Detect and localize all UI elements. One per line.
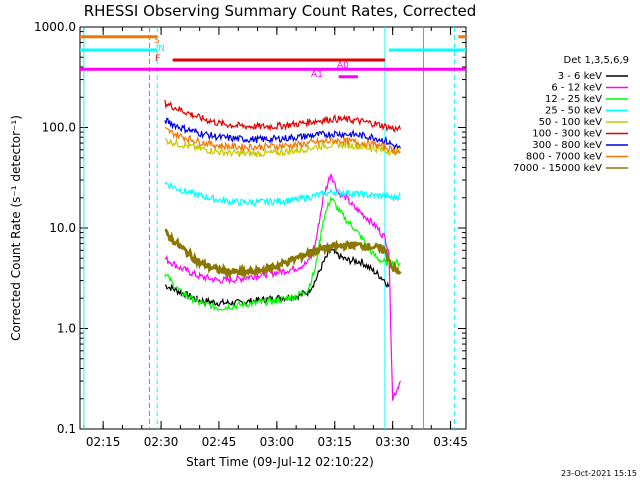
legend-label-6-12-kev: 6 - 12 keV [551,83,602,94]
flag-label-a1: A1 [311,70,323,80]
x-tick-label: 03:00 [260,435,295,449]
series-line-100-300-kev [164,99,401,133]
y-tick-label: 100.0 [42,121,76,135]
flag-label-a0: A0 [337,61,349,71]
legend-label-12-25-kev: 12 - 25 keV [545,94,602,105]
x-tick-label: 03:15 [317,435,352,449]
flag-label-n: N [158,44,165,54]
series-line-7000-15000-kev [164,228,402,280]
y-tick-label: 10.0 [49,221,76,235]
timestamp: 23-Oct-2021 15:15 [561,469,637,478]
x-tick-label: 02:15 [86,435,121,449]
legend-title: Det 1,3,5,6,9 [564,55,629,66]
y-tick-label: 0.1 [57,422,76,436]
legend-label-800-7000-kev: 800 - 7000 keV [526,152,602,163]
plot-frame [79,26,467,430]
x-tick-label: 02:30 [144,435,179,449]
series-line-3-6-kev [164,248,390,308]
legend-label-300-800-kev: 300 - 800 keV [532,140,602,151]
chart-title: RHESSI Observing Summary Count Rates, Co… [84,2,477,20]
legend-label-3-6-kev: 3 - 6 keV [558,71,602,82]
series-line-25-50-kev [164,181,401,208]
x-tick-label: 03:45 [433,435,468,449]
y-tick-label: 1.0 [57,322,76,336]
legend-label-25-50-kev: 25 - 50 keV [545,106,602,117]
series-line-50-100-kev [164,137,401,158]
legend-label-50-100-kev: 50 - 100 keV [539,117,603,128]
legend-label-100-300-kev: 100 - 300 keV [532,129,602,140]
y-tick-label: 1000.0 [34,20,76,34]
flag-label-s: S [154,36,160,46]
x-tick-label: 03:30 [375,435,410,449]
series-line-12-25-kev [164,195,401,312]
legend-label-7000-15000-kev: 7000 - 15000 keV [513,163,602,174]
series-line-300-800-kev [164,117,401,151]
y-axis-label: Corrected Count Rate (s⁻¹ detector⁻¹) [9,115,23,341]
series-line-6-12-kev [164,173,401,401]
x-tick-label: 02:45 [202,435,237,449]
x-axis-label: Start Time (09-Jul-12 02:10:22) [186,455,374,469]
series-line-800-7000-kev [164,127,401,155]
